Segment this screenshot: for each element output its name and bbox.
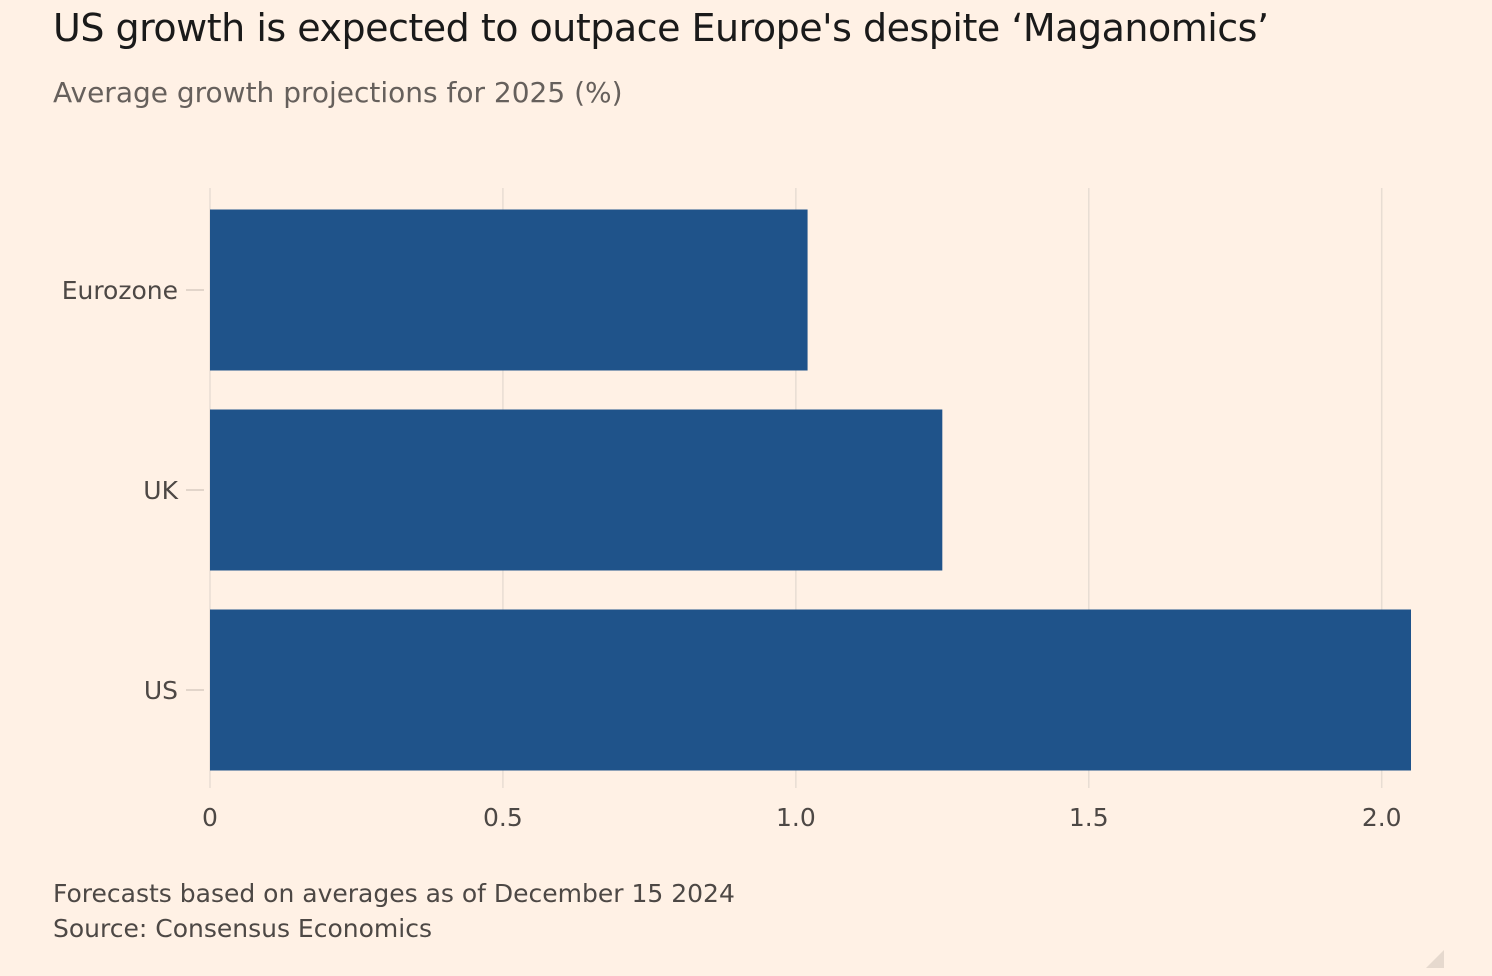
chart-title: US growth is expected to outpace Europe'… — [53, 6, 1269, 50]
chart-footer: Forecasts based on averages as of Decemb… — [53, 876, 735, 946]
chart-subtitle: Average growth projections for 2025 (%) — [53, 76, 623, 109]
category-label: US — [144, 676, 178, 705]
x-tick-label: 0.5 — [483, 803, 523, 832]
source-note: Source: Consensus Economics — [53, 914, 432, 943]
bar — [210, 209, 808, 371]
category-label: Eurozone — [62, 276, 178, 305]
x-tick-label: 0 — [202, 803, 218, 832]
x-tick-label: 2.0 — [1362, 803, 1402, 832]
footnote: Forecasts based on averages as of Decemb… — [53, 879, 735, 908]
bar — [210, 409, 943, 571]
x-tick-label: 1.0 — [776, 803, 816, 832]
resize-handle-icon — [1426, 950, 1444, 968]
bar — [210, 609, 1411, 771]
category-label: UK — [143, 476, 178, 505]
x-tick-label: 1.5 — [1069, 803, 1109, 832]
